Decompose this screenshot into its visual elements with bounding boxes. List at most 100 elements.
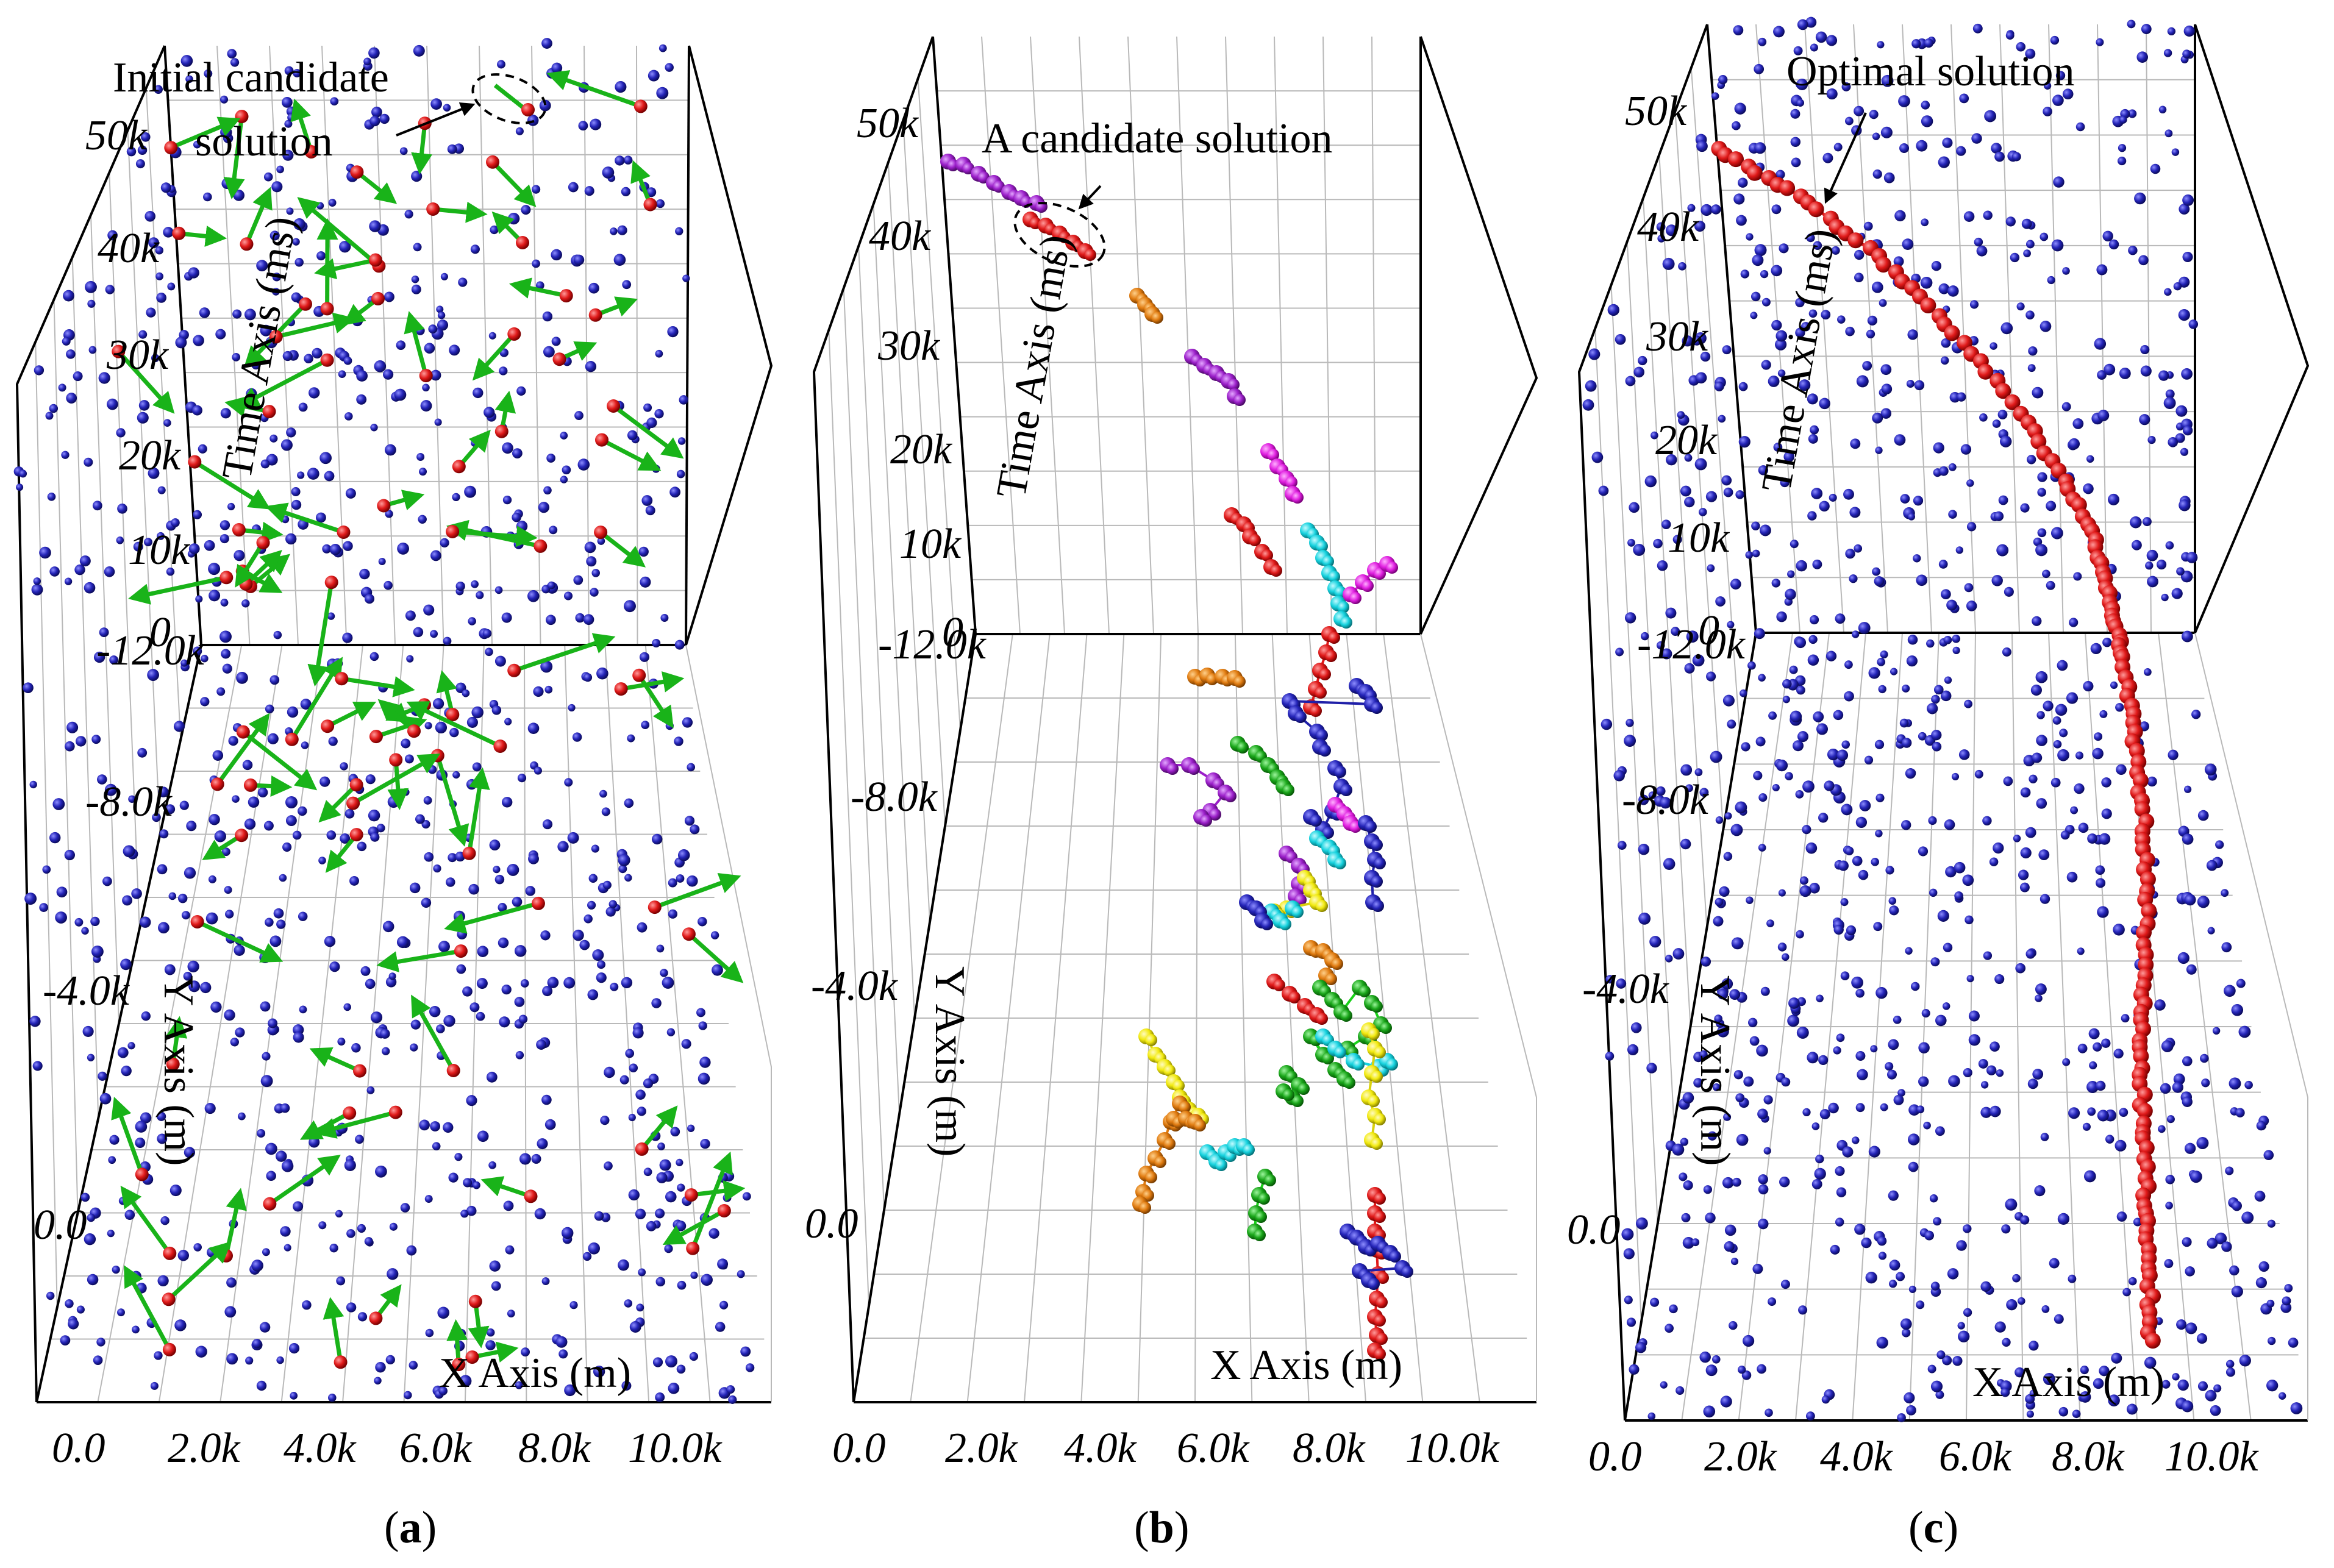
background-event bbox=[2185, 1266, 2195, 1277]
background-event bbox=[1935, 1126, 1945, 1136]
floor-gridline bbox=[564, 644, 588, 1403]
background-event bbox=[664, 1244, 673, 1253]
background-event bbox=[1775, 169, 1785, 179]
background-event bbox=[643, 1167, 652, 1177]
background-event bbox=[2256, 1121, 2266, 1131]
background-event bbox=[343, 541, 353, 551]
background-event bbox=[1678, 262, 1686, 271]
background-event bbox=[1866, 329, 1875, 339]
direction-arrow bbox=[355, 170, 398, 204]
background-event bbox=[1886, 1069, 1897, 1080]
background-event bbox=[2182, 194, 2194, 206]
background-event bbox=[360, 966, 371, 976]
background-event bbox=[433, 864, 441, 873]
direction-arrow bbox=[375, 716, 427, 739]
background-event bbox=[1713, 916, 1724, 927]
floor-gridline bbox=[342, 644, 404, 1403]
background-event bbox=[52, 798, 65, 810]
background-event bbox=[2221, 942, 2232, 953]
annotation-line1: A candidate solution bbox=[982, 115, 1332, 162]
back-gridline bbox=[2146, 24, 2152, 633]
background-event bbox=[154, 85, 163, 94]
background-event bbox=[2279, 1392, 2286, 1400]
background-event bbox=[464, 485, 477, 498]
background-event bbox=[432, 698, 444, 710]
background-event bbox=[181, 911, 190, 920]
direction-arrow bbox=[411, 123, 433, 175]
background-event bbox=[200, 982, 212, 994]
side-gridline bbox=[109, 173, 140, 929]
background-event bbox=[49, 832, 61, 844]
candidate-point bbox=[632, 668, 646, 682]
direction-arrow bbox=[167, 1241, 232, 1301]
background-event bbox=[1699, 1351, 1711, 1363]
z-tick-label: 50k bbox=[857, 100, 919, 147]
background-event bbox=[1933, 1217, 1942, 1226]
background-event bbox=[402, 788, 410, 796]
background-event bbox=[2290, 1402, 2303, 1414]
direction-arrow bbox=[124, 1265, 171, 1351]
background-event bbox=[641, 495, 653, 506]
background-event bbox=[1927, 1364, 1936, 1374]
background-event bbox=[1626, 1317, 1636, 1327]
background-event bbox=[1623, 1248, 1635, 1260]
background-event bbox=[573, 575, 584, 585]
background-event bbox=[256, 260, 268, 272]
background-event bbox=[2225, 1166, 2234, 1175]
background-event bbox=[163, 419, 171, 427]
side-gridline bbox=[53, 299, 79, 1213]
background-event bbox=[1615, 333, 1626, 345]
background-event bbox=[624, 874, 632, 882]
background-event bbox=[2241, 1211, 2254, 1224]
background-event bbox=[1796, 99, 1805, 107]
panel-b: 0.0 2.0k 4.0k 6.0k 8.0k 10.0k 0.0 -4.0k … bbox=[805, 36, 1538, 1553]
background-event bbox=[1715, 596, 1726, 607]
background-event bbox=[1811, 488, 1823, 499]
background-event bbox=[271, 181, 283, 193]
background-event bbox=[84, 582, 96, 594]
optimal-track-point bbox=[2004, 394, 2021, 410]
background-event bbox=[516, 386, 526, 396]
background-event bbox=[410, 1043, 418, 1052]
background-event bbox=[1819, 397, 1830, 410]
background-event bbox=[2046, 501, 2057, 511]
background-event bbox=[675, 227, 683, 235]
cluster-point bbox=[1282, 784, 1294, 796]
background-event bbox=[227, 502, 235, 511]
background-event bbox=[1760, 269, 1769, 279]
candidate-point bbox=[531, 896, 545, 910]
background-event bbox=[1844, 846, 1854, 855]
background-event bbox=[327, 612, 335, 620]
background-event bbox=[1629, 502, 1640, 513]
background-event bbox=[61, 451, 70, 459]
background-event bbox=[209, 590, 221, 602]
background-event bbox=[2131, 540, 2142, 551]
background-event bbox=[542, 311, 553, 322]
background-event bbox=[340, 762, 348, 771]
panel-c: 0.0 2.0k 4.0k 6.0k 8.0k 10.0k 0.0 -4.0k … bbox=[1567, 16, 2310, 1553]
background-event bbox=[1899, 718, 1909, 728]
background-event bbox=[418, 515, 427, 524]
cluster-point bbox=[1297, 1083, 1310, 1095]
background-event bbox=[1807, 654, 1819, 666]
background-event bbox=[1715, 897, 1724, 907]
background-event bbox=[291, 499, 302, 510]
background-event bbox=[482, 629, 492, 638]
background-event bbox=[527, 590, 540, 602]
direction-arrow bbox=[178, 226, 227, 247]
cluster-point bbox=[1325, 650, 1337, 662]
back-gridline bbox=[1127, 36, 1154, 635]
background-event bbox=[1758, 674, 1766, 682]
background-event bbox=[2184, 1142, 2196, 1154]
cluster-point bbox=[1163, 1138, 1176, 1150]
background-event bbox=[262, 1052, 271, 1061]
background-event bbox=[2108, 1394, 2120, 1406]
background-event bbox=[284, 1244, 291, 1252]
background-event bbox=[1787, 1014, 1799, 1027]
background-event bbox=[1966, 522, 1977, 532]
background-event bbox=[2111, 1352, 2122, 1364]
background-event bbox=[1703, 1185, 1713, 1194]
background-event bbox=[516, 520, 528, 532]
background-event bbox=[1810, 43, 1818, 52]
background-event bbox=[454, 1153, 463, 1161]
